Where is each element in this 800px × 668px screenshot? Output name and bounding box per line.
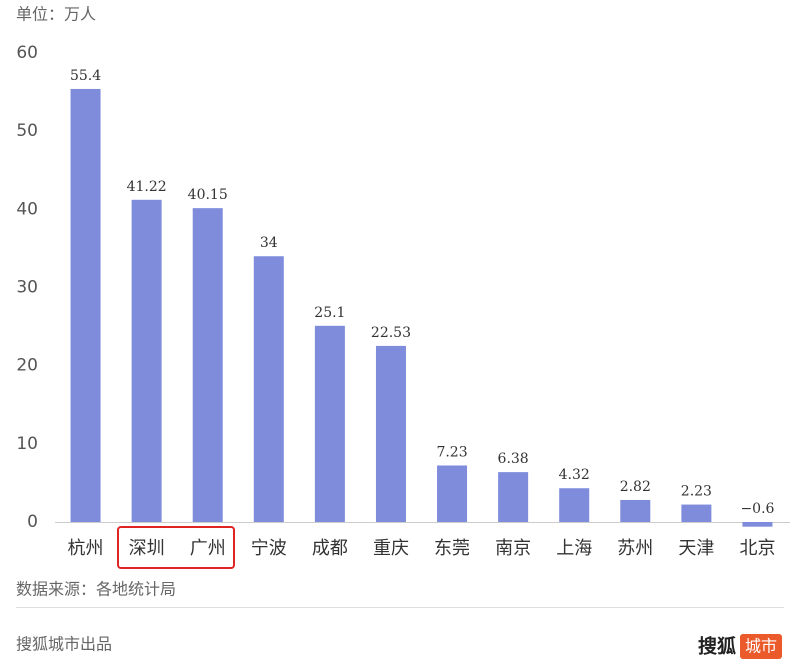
x-tick-label: 上海 [556,538,592,559]
brand-tag: 城市 [745,637,777,656]
bar [70,88,101,522]
value-label: 2.23 [681,484,712,500]
source: 数据来源：各地统计局 [16,580,176,599]
value-label: 7.23 [436,444,467,460]
value-label: 2.82 [620,479,651,495]
x-tick-label: 广州 [190,538,226,559]
bar [742,522,773,527]
y-tick-label: 20 [16,356,38,376]
bar [681,504,712,522]
x-tick-label: 天津 [678,538,714,559]
y-tick-label: 10 [16,434,38,454]
x-tick-label: 苏州 [617,538,653,559]
value-label: 55.4 [70,68,101,84]
value-label: 34 [260,235,278,251]
bar [192,208,223,522]
value-label: 25.1 [314,305,345,321]
x-tick-label: 南京 [495,538,531,559]
bar [559,488,590,522]
y-tick-label: 40 [16,199,38,219]
value-label: 41.22 [127,179,167,195]
bar [314,325,345,522]
unit-label: 单位：万人 [16,5,96,24]
bar [498,472,529,522]
x-tick-label: 北京 [739,538,775,559]
y-tick-label: 0 [27,512,38,532]
value-label: 6.38 [498,451,529,467]
x-tick-label: 重庆 [373,538,409,559]
y-tick-label: 30 [16,278,38,298]
highlight-box [117,526,235,569]
x-tick-label: 宁波 [251,538,287,559]
value-label: 22.53 [371,325,411,341]
y-tick-label: 50 [16,121,38,141]
bar [253,256,284,522]
value-label: 4.32 [559,467,590,483]
x-tick-label: 成都 [312,538,348,559]
bar [131,199,162,522]
credit: 搜狐城市出品 [16,635,112,654]
bar [620,499,651,522]
bar [437,465,468,522]
value-label: −0.6 [740,501,774,517]
value-label: 40.15 [188,187,228,203]
y-tick-label: 60 [16,43,38,63]
x-tick-label: 深圳 [129,538,165,559]
x-tick-label: 杭州 [68,538,104,559]
bar [375,345,406,522]
brand-tag-bg [740,634,782,659]
brand: 搜狐 [698,635,736,658]
x-tick-label: 东莞 [434,538,470,559]
